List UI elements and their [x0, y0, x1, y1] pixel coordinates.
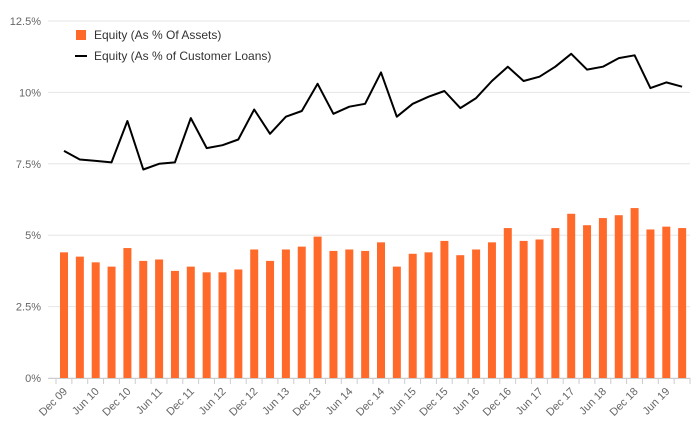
x-tick-label-2: Dec 10: [100, 386, 133, 419]
bar-36: [630, 208, 639, 378]
legend: Equity (As % Of Assets) Equity (As % of …: [75, 28, 271, 63]
bar-7: [170, 270, 179, 378]
x-tick-label-7: Jun 13: [260, 386, 292, 418]
bar-29: [519, 240, 528, 378]
x-tick-label-14: Dec 16: [481, 386, 514, 419]
bar-6: [155, 259, 164, 378]
bar-4: [123, 248, 132, 378]
bar-5: [139, 260, 148, 378]
y-tick-label-3: 7.5%: [16, 159, 41, 171]
bar-0: [60, 252, 68, 378]
x-tick-label-6: Dec 12: [227, 386, 260, 419]
x-tick-label-16: Dec 17: [544, 386, 577, 419]
bar-3: [107, 266, 116, 378]
x-tick-label-13: Jun 16: [450, 386, 482, 418]
bar-series-equity-assets: [60, 208, 687, 378]
bar-20: [377, 242, 385, 378]
x-tick-label-18: Dec 18: [608, 386, 641, 419]
bar-2: [91, 262, 100, 378]
bar-17: [329, 250, 338, 378]
bar-25: [456, 255, 465, 378]
y-tick-label-4: 10%: [19, 87, 41, 99]
bar-21: [392, 266, 401, 378]
legend-swatch-equity-assets: [76, 30, 86, 40]
bar-24: [440, 240, 449, 378]
x-tick-label-19: Jun 19: [641, 386, 673, 418]
legend-label-equity-loans: Equity (As % of Customer Loans): [94, 49, 271, 63]
y-tick-label-1: 2.5%: [16, 302, 41, 314]
bar-10: [218, 272, 227, 378]
y-axis: 0% 2.5% 5% 7.5% 10% 12.5%: [10, 16, 41, 385]
bar-37: [646, 229, 655, 378]
bar-11: [234, 269, 243, 378]
bar-18: [345, 249, 354, 378]
bar-22: [408, 253, 417, 378]
bar-8: [186, 266, 195, 378]
x-tick-label-15: Jun 17: [514, 386, 546, 418]
bar-28: [503, 228, 512, 378]
x-tick-label-8: Dec 13: [291, 386, 324, 419]
bar-30: [535, 239, 544, 378]
line-path: [63, 52, 683, 171]
bar-15: [297, 246, 306, 378]
bar-19: [361, 250, 370, 378]
bar-31: [551, 228, 560, 378]
bar-9: [202, 272, 211, 378]
x-tick-label-1: Jun 10: [70, 386, 102, 418]
legend-label-equity-assets: Equity (As % Of Assets): [94, 28, 221, 42]
x-tick-label-4: Dec 11: [164, 386, 197, 419]
bar-12: [250, 249, 259, 378]
bar-38: [662, 226, 671, 378]
y-tick-label-0: 0%: [25, 373, 41, 385]
bar-1: [75, 256, 84, 378]
bar-14: [281, 249, 290, 378]
x-tick-label-17: Jun 18: [577, 386, 609, 418]
x-tick-label-3: Jun 11: [134, 386, 165, 417]
bar-35: [614, 215, 623, 378]
y-tick-label-2: 5%: [25, 230, 41, 242]
x-tick-label-9: Jun 14: [324, 386, 356, 418]
x-tick-label-0: Dec 09: [37, 386, 70, 419]
bar-23: [424, 252, 433, 378]
x-tick-label-11: Jun 15: [387, 386, 419, 418]
bar-13: [266, 260, 275, 378]
bar-27: [487, 242, 496, 378]
bar-34: [598, 218, 607, 378]
bar-32: [567, 213, 576, 378]
x-tick-label-12: Dec 15: [417, 386, 450, 419]
bar-33: [583, 225, 592, 378]
bar-39: [678, 228, 687, 378]
x-tick-label-5: Jun 12: [197, 386, 229, 418]
y-tick-label-5: 12.5%: [10, 16, 41, 28]
bar-16: [313, 236, 322, 378]
bar-26: [472, 249, 481, 378]
x-tick-label-10: Dec 14: [354, 386, 387, 419]
line-series-equity-loans: [63, 52, 683, 171]
